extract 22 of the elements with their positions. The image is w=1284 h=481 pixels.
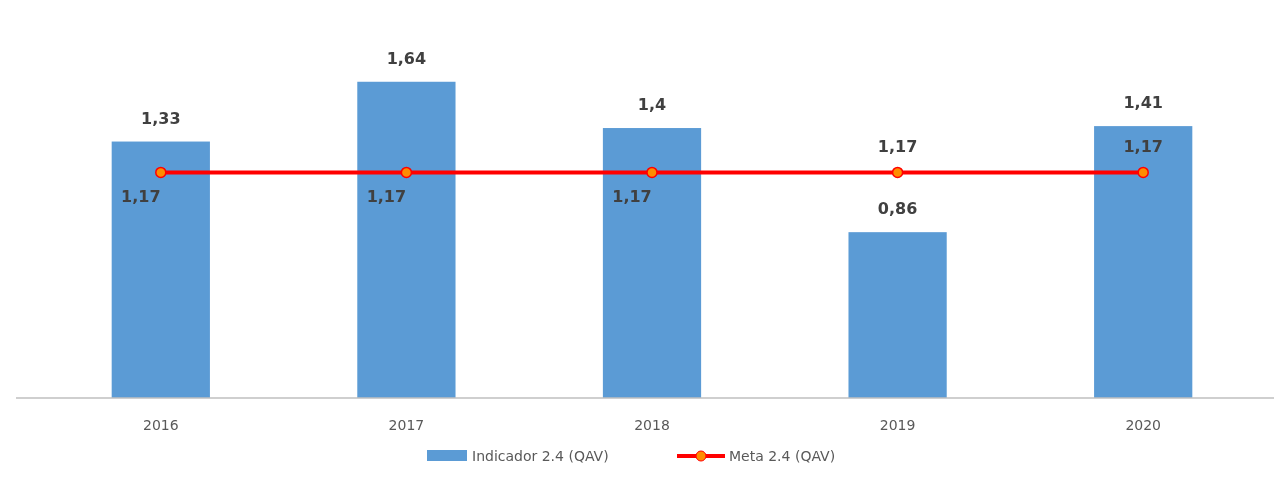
x-tick-label: 2018 (634, 417, 670, 433)
bar (111, 141, 210, 398)
data-label: 1,17 (1123, 137, 1163, 157)
bar (602, 128, 702, 398)
data-label: 1,64 (386, 48, 427, 68)
data-label: 1,17 (612, 187, 652, 207)
data-label: 1,17 (121, 187, 161, 207)
x-tick-label: 2017 (388, 417, 425, 433)
legend-label: Indicador 2.4 (QAV) (472, 448, 609, 464)
data-label: 1,17 (877, 137, 918, 157)
bar (848, 232, 947, 398)
x-tick-label: 2019 (879, 417, 916, 433)
data-label: 1,4 (637, 95, 667, 115)
bar (1094, 126, 1193, 398)
data-label: 0,86 (877, 199, 918, 219)
data-label: 1,17 (366, 187, 407, 207)
x-tick-label: 2020 (1125, 417, 1162, 433)
legend-label: Meta 2.4 (QAV) (729, 448, 836, 464)
bar (357, 81, 456, 398)
data-label: 1,33 (141, 108, 181, 128)
data-label: 1,41 (1123, 93, 1163, 113)
x-tick-label: 2016 (142, 417, 179, 433)
